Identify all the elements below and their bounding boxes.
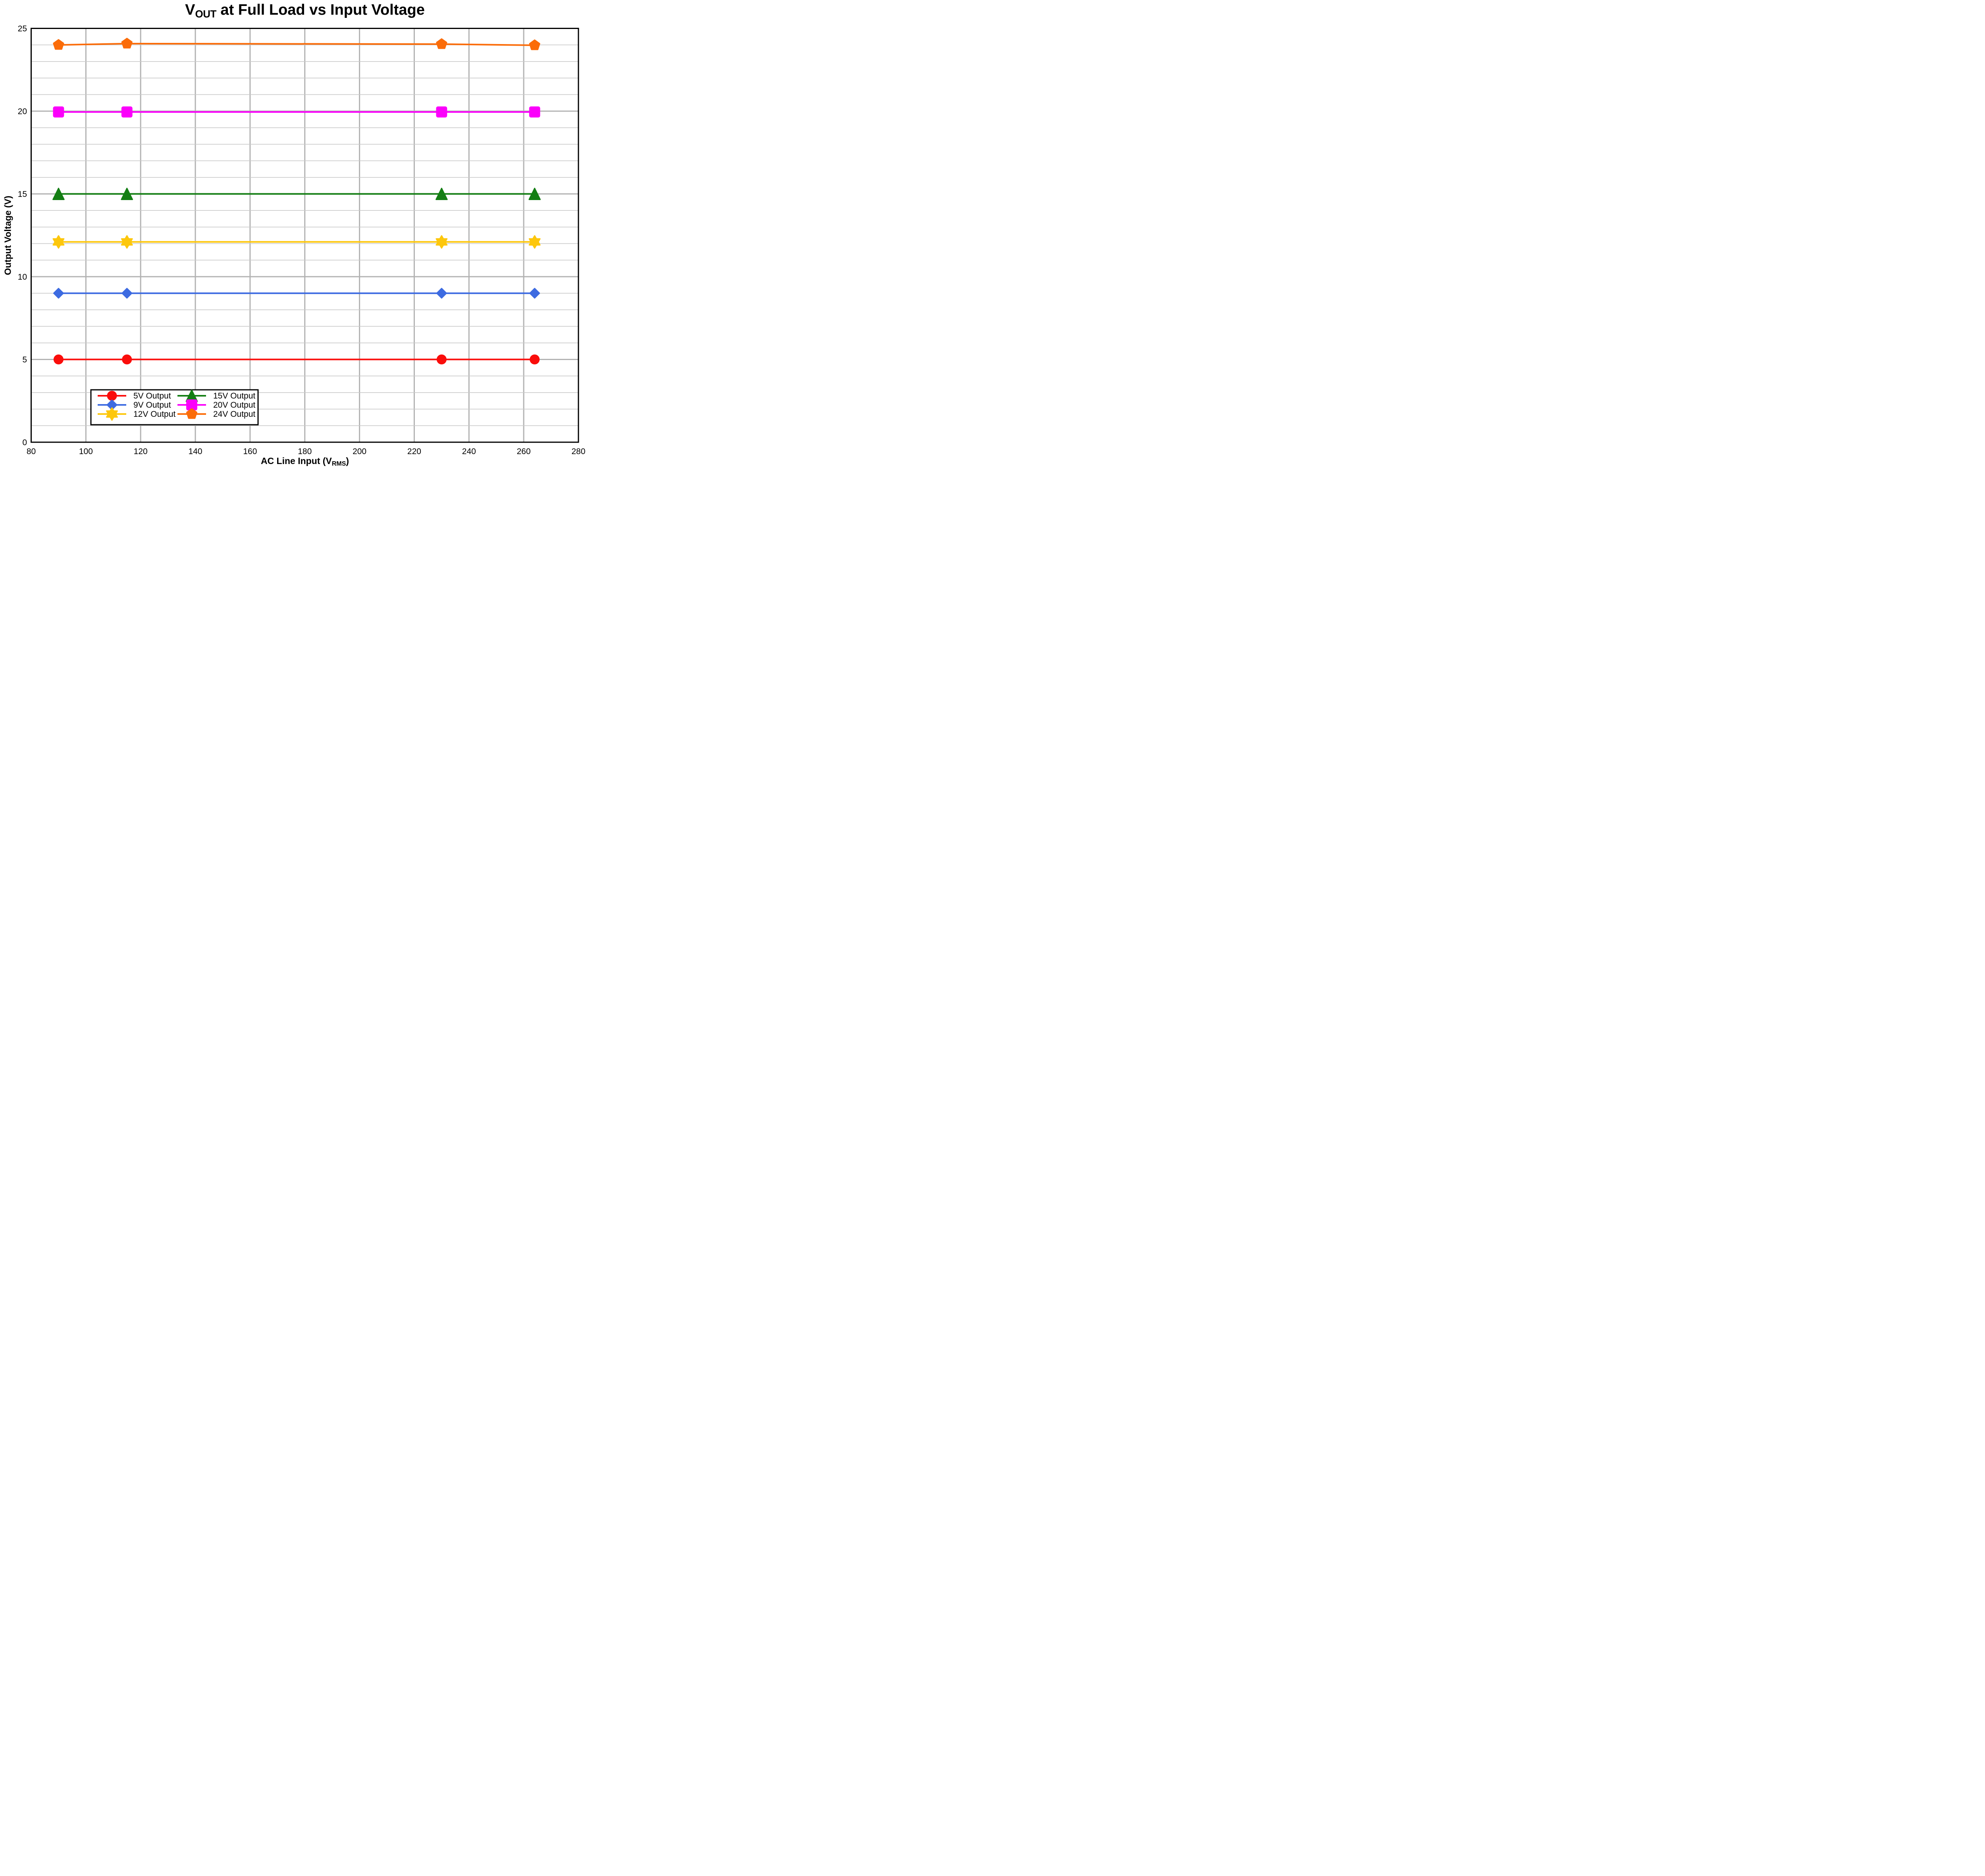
x-tick-label: 100 <box>79 447 93 456</box>
series-line-24v-output <box>58 42 535 46</box>
legend-label-12v-output: 12V Output <box>133 410 175 419</box>
legend-item-20v-output: 20V Output <box>177 399 255 410</box>
triangle-marker-15v-output <box>52 188 65 200</box>
title-suffix: at Full Load vs Input Voltage <box>216 2 425 18</box>
y-tick-label: 25 <box>18 24 27 33</box>
x-tick-label: 80 <box>27 447 36 456</box>
x-tick-label: 220 <box>407 447 421 456</box>
legend-label-9v-output: 9V Output <box>133 401 171 410</box>
circle-marker-5v-output <box>530 354 540 364</box>
circle-marker-5v-output <box>122 354 132 364</box>
series-24v-output <box>53 38 540 50</box>
series-5v-output <box>53 354 540 364</box>
legend-star6-marker <box>106 407 118 421</box>
pentagon-marker-24v-output <box>121 38 133 49</box>
legend-pentagon-marker <box>186 408 198 419</box>
y-tick-label: 10 <box>18 273 27 282</box>
circle-marker-5v-output <box>436 354 447 364</box>
diamond-marker-9v-output <box>436 288 447 299</box>
pentagon-marker-24v-output <box>529 39 540 50</box>
x-tick-label: 280 <box>571 447 585 456</box>
x-tick-label: 180 <box>298 447 312 456</box>
x-label-prefix: AC Line Input (V <box>260 456 332 466</box>
x-tick-label: 140 <box>189 447 202 456</box>
x-tick-label: 240 <box>462 447 476 456</box>
chart-canvas: 80 100 120 140 160 180 200 220 240 260 280 0 5 10 15 20… <box>18 24 586 456</box>
diamond-marker-9v-output <box>121 288 133 299</box>
square-marker-20v-output <box>53 106 64 117</box>
legend-item-24v-output: 24V Output <box>177 408 255 419</box>
series-15v-output <box>52 188 541 200</box>
star6-marker-12v-output <box>52 235 65 249</box>
series-20v-output <box>53 106 540 117</box>
y-tick-label: 5 <box>22 355 27 364</box>
title-prefix: V <box>185 2 195 18</box>
star6-marker-12v-output <box>436 235 448 249</box>
square-marker-20v-output <box>529 106 540 117</box>
series-9v-output <box>53 288 540 299</box>
y-axis-label: Output Voltage (V) <box>2 195 13 275</box>
chart-figure: 80 100 120 140 160 180 200 220 240 260 280 0 5 10 15 20… <box>0 0 588 469</box>
plot-border <box>31 28 579 443</box>
series-12v-output <box>52 235 541 249</box>
x-tick-label: 160 <box>243 447 257 456</box>
x-axis-label: AC Line Input (VRMS) <box>31 456 579 468</box>
y-tick-label: 0 <box>22 438 27 447</box>
x-tick-label: 260 <box>517 447 531 456</box>
circle-marker-5v-output <box>53 354 64 364</box>
y-tick-label: 15 <box>18 190 27 199</box>
triangle-marker-15v-output <box>436 188 448 200</box>
title-subscript: OUT <box>195 8 216 20</box>
legend-item-12v-output: 12V Output <box>98 407 175 421</box>
x-label-subscript: RMS <box>331 460 346 467</box>
pentagon-marker-24v-output <box>436 38 447 49</box>
legend-label-20v-output: 20V Output <box>213 401 255 410</box>
x-label-suffix: ) <box>346 456 349 466</box>
legend-circle-marker <box>107 391 117 401</box>
triangle-marker-15v-output <box>121 188 133 200</box>
legend-label-15v-output: 15V Output <box>213 391 255 401</box>
y-tick-label: 20 <box>18 107 27 116</box>
square-marker-20v-output <box>436 106 447 117</box>
diamond-marker-9v-output <box>53 288 64 299</box>
x-tick-label: 120 <box>134 447 148 456</box>
star6-marker-12v-output <box>121 235 133 249</box>
legend-label-5v-output: 5V Output <box>133 391 171 401</box>
star6-marker-12v-output <box>528 235 541 249</box>
x-tick-label: 200 <box>353 447 366 456</box>
triangle-marker-15v-output <box>528 188 541 200</box>
legend-label-24v-output: 24V Output <box>213 410 255 419</box>
pentagon-marker-24v-output <box>53 39 64 50</box>
chart-title: VOUT at Full Load vs Input Voltage <box>31 2 579 20</box>
diamond-marker-9v-output <box>529 288 540 299</box>
legend-item-5v-output: 5V Output <box>98 391 171 401</box>
square-marker-20v-output <box>121 106 133 117</box>
